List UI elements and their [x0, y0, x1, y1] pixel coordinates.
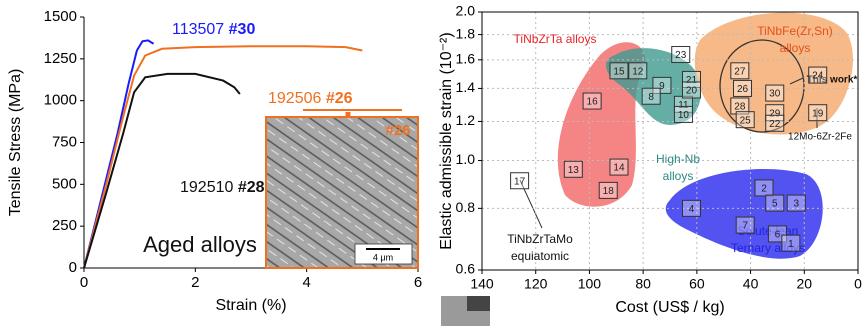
point-label: 2 — [761, 184, 767, 195]
point-label: 27 — [734, 66, 746, 77]
y-tick-label: 1.4 — [456, 79, 476, 95]
point-label: 14 — [613, 163, 625, 174]
region-label: alloys — [663, 169, 694, 183]
y-tick-label: 1.6 — [456, 51, 476, 67]
region-label: 12Mo-6Zr-2Fe — [788, 132, 852, 143]
point-label: 28 — [734, 102, 746, 113]
series-name: 192510 — [180, 179, 233, 196]
point-label: 13 — [568, 165, 580, 176]
point-label: 19 — [812, 108, 824, 119]
series-tag: #28 — [238, 179, 265, 196]
point-label: 4 — [689, 204, 695, 215]
point-label: 17 — [514, 176, 526, 187]
y-tick-label: 0.8 — [456, 199, 476, 215]
y-tick-label: 750 — [52, 133, 77, 150]
series-label: 192510 #28 — [180, 179, 265, 196]
y-tick-label: 250 — [52, 217, 77, 234]
point-label: 6 — [775, 230, 781, 241]
point-label: 18 — [603, 186, 615, 197]
region-label: alloys — [780, 41, 811, 55]
region-label: TiNbZrTa alloys — [514, 32, 597, 46]
x-tick-label: 120 — [524, 276, 548, 292]
x-tick-label: 100 — [578, 276, 602, 292]
y-tick-label: 0.6 — [456, 261, 476, 277]
region-label: equiatomic — [511, 249, 569, 263]
point-label: 1 — [788, 239, 794, 250]
point-label: 15 — [613, 66, 625, 77]
x-tick-label: 40 — [743, 276, 759, 292]
point-label: 5 — [772, 199, 778, 210]
point-label: 20 — [686, 86, 698, 97]
y-tick-label: 1.2 — [456, 112, 476, 128]
region-label: TiNbFe(Zr,Sn) — [757, 24, 833, 38]
y-tick-label: 0 — [69, 259, 77, 276]
series-tag: #26 — [326, 90, 353, 107]
point-label: 26 — [737, 84, 749, 95]
annotation: Aged alloys — [143, 232, 257, 257]
x-tick-label: 0 — [80, 274, 88, 291]
y-tick-label: 500 — [52, 175, 77, 192]
point-label: 25 — [740, 115, 752, 126]
x-tick-label: 6 — [414, 274, 422, 291]
x-tick-label: 20 — [796, 276, 812, 292]
point-label: 16 — [587, 97, 599, 108]
x-tick-label: 60 — [689, 276, 705, 292]
figure: 02505007501000125015000246Strain (%)Tens… — [0, 0, 867, 326]
y-tick-label: 1.8 — [456, 25, 476, 41]
x-axis-label: Strain (%) — [215, 297, 286, 314]
point-label: 7 — [742, 221, 748, 232]
x-tick-label: 2 — [191, 274, 199, 291]
point-label: 12 — [632, 66, 644, 77]
x-tick-label: 80 — [635, 276, 651, 292]
x-tick-label: 4 — [302, 274, 310, 291]
point-label: 10 — [678, 110, 690, 121]
inset-label: #26 — [385, 122, 410, 139]
y-tick-label: 1500 — [44, 8, 77, 25]
x-tick-label: 0 — [854, 276, 862, 292]
y-tick-label: 2.0 — [456, 3, 476, 19]
point-label: 3 — [793, 199, 799, 210]
y-tick-label: 1250 — [44, 50, 77, 67]
y-tick-label: 1.0 — [456, 151, 476, 167]
point-label: 8 — [648, 92, 654, 103]
series-name: 113507 — [172, 21, 224, 38]
point-label: 30 — [769, 89, 781, 100]
region-label: TiNbZrTaMo — [507, 232, 573, 246]
y-axis-label: Elastic admissible strain (10⁻²) — [438, 32, 455, 249]
x-axis-label: Cost (US$ / kg) — [615, 299, 724, 316]
y-tick-label: 1000 — [44, 92, 77, 109]
inset: #26 4 μm — [266, 117, 418, 268]
series-label: 113507 #30 — [172, 21, 255, 38]
series-label: 192506 #26 — [268, 90, 353, 107]
point-label: 24 — [812, 71, 824, 82]
series-name: 192506 — [268, 90, 321, 107]
thumbnail — [441, 296, 490, 326]
point-label: 22 — [769, 119, 781, 130]
scale-bar: 4 μm — [373, 252, 393, 262]
x-tick-label: 140 — [470, 276, 494, 292]
series-tag: #30 — [229, 21, 256, 38]
y-axis-label: Tensile Stress (MPa) — [7, 69, 24, 217]
point-label: 23 — [675, 50, 687, 61]
region-label: High-Nb — [656, 152, 700, 166]
